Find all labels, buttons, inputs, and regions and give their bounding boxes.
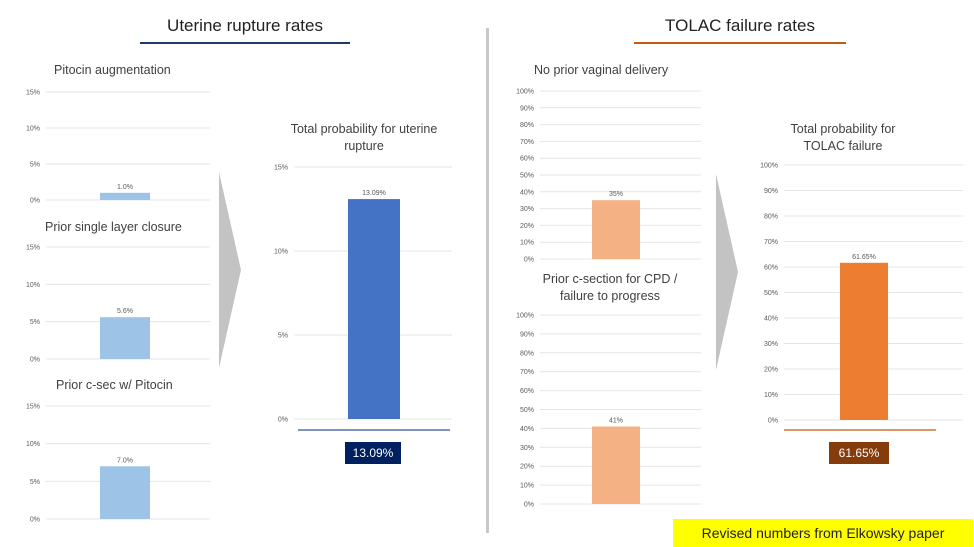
chart-pitocin: 0% 5% 10% 15% 1.0% <box>26 90 210 205</box>
y-tick-label: 5% <box>30 162 40 169</box>
chart-total-uterine: 0% 5% 10% 15% 13.09% <box>274 165 452 431</box>
tolac-section-title: TOLAC failure rates <box>665 16 815 35</box>
chart-no-prior-vaginal: 0% 10% 20% 30% 40% 50% 60% 70% 80% 90% 100% 35% <box>516 89 701 264</box>
y-tick-label: 80% <box>520 350 534 357</box>
y-tick-label: 15% <box>26 404 40 411</box>
chart-total-tolac: 0% 10% 20% 30% 40% 50% 60% 70% 80% 90% 100% 61.65% <box>760 163 963 431</box>
chart-title-csec-pitocin: Prior c-sec w/ Pitocin <box>56 378 173 392</box>
bar <box>592 426 640 504</box>
y-tick-label: 30% <box>764 341 778 348</box>
y-tick-label: 90% <box>520 331 534 338</box>
uterine-section-title: Uterine rupture rates <box>167 16 323 35</box>
y-tick-label: 30% <box>520 206 534 213</box>
y-tick-label: 0% <box>30 357 40 364</box>
y-tick-label: 20% <box>764 367 778 374</box>
bar <box>100 192 150 200</box>
bar-value-label: 1.0% <box>117 184 133 191</box>
y-tick-label: 90% <box>764 188 778 195</box>
bar <box>592 200 640 259</box>
tolac-title-underline <box>634 42 846 44</box>
y-tick-label: 10% <box>520 240 534 247</box>
arrow-right-icon <box>716 174 738 370</box>
bar-value-label: 35% <box>609 191 623 198</box>
chart-title-pitocin: Pitocin augmentation <box>54 63 171 77</box>
bar-value-label: 61.65% <box>852 254 876 261</box>
arrow-right-icon <box>219 172 241 368</box>
y-tick-label: 10% <box>26 441 40 448</box>
y-tick-label: 70% <box>520 139 534 146</box>
y-tick-label: 20% <box>520 464 534 471</box>
chart-cpd: 0% 10% 20% 30% 40% 50% 60% 70% 80% 90% 100% 41% <box>516 313 701 509</box>
y-tick-label: 0% <box>278 417 288 424</box>
y-tick-label: 90% <box>520 105 534 112</box>
y-tick-label: 0% <box>524 502 534 509</box>
y-tick-label: 0% <box>524 257 534 264</box>
bar-value-label: 13.09% <box>362 190 386 197</box>
chart-title-cpd: Prior c-section for CPD / failure to pro… <box>542 272 678 303</box>
y-tick-label: 50% <box>520 407 534 414</box>
y-tick-label: 20% <box>520 223 534 230</box>
chart-title-no-prior-vaginal: No prior vaginal delivery <box>534 63 669 77</box>
y-tick-label: 100% <box>760 163 778 170</box>
y-tick-label: 0% <box>768 418 778 425</box>
bar-value-label: 7.0% <box>117 457 133 464</box>
chart-title-total-tolac: Total probability for TOLAC failure <box>790 122 896 153</box>
y-tick-label: 40% <box>520 426 534 433</box>
bar-value-label: 41% <box>609 418 623 425</box>
revised-numbers-note: Revised numbers from Elkowsky paper <box>673 519 973 547</box>
y-tick-label: 100% <box>516 89 534 96</box>
section-divider <box>486 28 489 533</box>
bar <box>348 199 400 419</box>
y-tick-label: 10% <box>26 126 40 133</box>
y-tick-label: 60% <box>520 388 534 395</box>
y-tick-label: 70% <box>520 369 534 376</box>
y-tick-label: 15% <box>26 245 40 252</box>
chart-title-single-layer: Prior single layer closure <box>45 220 182 234</box>
total-uterine-value-box: 13.09% <box>345 442 401 464</box>
chart-title-total-uterine: Total probability for uterine rupture <box>290 122 438 153</box>
bar <box>840 262 888 420</box>
bar <box>100 466 150 519</box>
y-tick-label: 10% <box>764 392 778 399</box>
y-tick-label: 10% <box>520 483 534 490</box>
y-tick-label: 40% <box>764 316 778 323</box>
chart-single-layer: 0% 5% 10% 15% 5.6% <box>26 245 210 364</box>
y-tick-label: 5% <box>278 333 288 340</box>
y-tick-label: 40% <box>520 189 534 196</box>
y-tick-label: 10% <box>26 282 40 289</box>
y-tick-label: 15% <box>274 165 288 172</box>
y-tick-label: 10% <box>274 249 288 256</box>
y-tick-label: 30% <box>520 445 534 452</box>
uterine-title-underline <box>140 42 350 44</box>
bar <box>100 317 150 359</box>
y-tick-label: 80% <box>764 214 778 221</box>
y-tick-label: 5% <box>30 479 40 486</box>
y-tick-label: 80% <box>520 122 534 129</box>
y-tick-label: 70% <box>764 239 778 246</box>
total-tolac-value-box: 61.65% <box>829 442 889 464</box>
y-tick-label: 5% <box>30 319 40 326</box>
y-tick-label: 0% <box>30 198 40 205</box>
y-tick-label: 50% <box>764 290 778 297</box>
y-tick-label: 0% <box>30 517 40 524</box>
y-tick-label: 60% <box>764 265 778 272</box>
y-tick-label: 50% <box>520 173 534 180</box>
chart-csec-pitocin: 0% 5% 10% 15% 7.0% <box>26 404 210 524</box>
bar-value-label: 5.6% <box>117 308 133 315</box>
y-tick-label: 60% <box>520 156 534 163</box>
y-tick-label: 100% <box>516 313 534 320</box>
y-tick-label: 15% <box>26 90 40 97</box>
